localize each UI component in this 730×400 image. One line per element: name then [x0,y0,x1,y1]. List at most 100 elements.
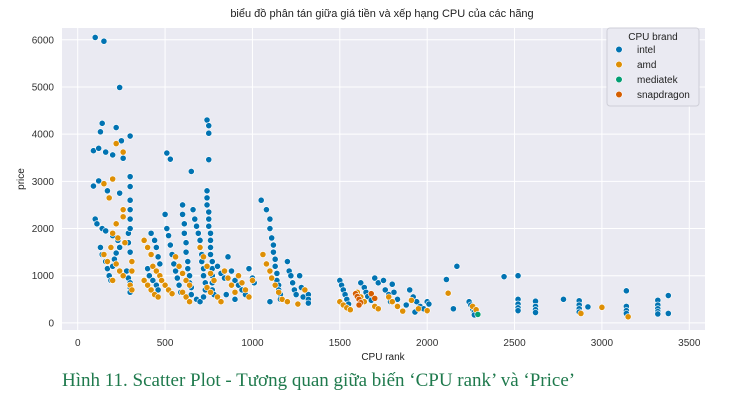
y-tick-label: 0 [48,318,54,329]
point-amd [109,229,117,237]
point-amd [200,253,207,261]
point-amd [231,288,239,296]
point-amd [121,239,129,247]
point-amd [271,281,279,289]
point-intel [203,194,211,202]
point-intel [268,234,276,242]
point-intel [271,255,279,263]
point-intel [664,292,672,299]
point-amd [149,262,157,270]
point-intel [100,37,108,45]
axis-ticks: 0 500 1000 1500 2000 2500 3000 3500 0 1000 2000 300… [32,35,701,349]
legend-marker-intel [615,45,623,54]
point-intel [175,281,183,289]
point-intel [90,182,97,190]
point-amd [175,262,183,270]
point-intel [622,287,630,295]
x-tick-label: 3500 [678,338,701,349]
point-intel [357,279,365,287]
point-intel [402,301,410,309]
point-intel [203,116,211,124]
point-amd [114,234,122,242]
point-intel [116,244,124,251]
y-tick-label: 3000 [32,177,55,188]
y-tick-label: 1000 [32,271,55,282]
point-intel [196,236,204,244]
point-amd [374,305,382,313]
point-intel [514,307,522,315]
point-amd [245,293,253,301]
point-amd [624,313,632,321]
y-axis-label: price [16,168,27,190]
point-amd [100,180,108,188]
point-amd [140,236,148,244]
point-intel [166,155,174,163]
point-intel [263,206,270,214]
point-intel [104,187,111,195]
point-intel [203,201,211,209]
point-intel [95,177,103,185]
point-intel [196,298,204,306]
x-tick-label: 1500 [329,338,352,349]
point-intel [289,279,297,287]
point-intel [231,277,239,284]
point-intel [166,241,174,249]
point-intel [172,267,179,275]
point-intel [266,215,274,223]
point-amd [203,284,211,291]
point-intel [283,258,291,265]
point-amd [598,303,606,311]
point-amd [144,244,152,251]
point-intel [442,276,450,283]
legend-title: CPU brand [628,32,677,43]
point-intel [380,277,387,284]
x-tick-label: 3000 [591,338,614,349]
point-intel [180,220,188,228]
point-intel [126,225,134,232]
point-intel [180,229,188,237]
point-intel [126,132,134,140]
point-amd [116,267,124,275]
x-tick-label: 500 [157,338,174,349]
point-intel [270,241,277,249]
point-amd [346,306,354,314]
point-amd [263,260,270,268]
x-axis-label: CPU rank [361,352,405,363]
chart-title: biểu đồ phân tán giữa giá tiền và xếp hạ… [230,8,533,20]
legend-label-intel: intel [637,45,655,56]
point-intel [112,124,120,131]
point-amd [128,267,136,275]
legend-marker-snapdragon [615,90,623,99]
chart-svg: biểu đồ phân tán giữa giá tiền và xếp hạ… [16,8,705,363]
point-intel [109,151,117,159]
point-amd [147,251,155,258]
point-amd [268,274,276,282]
point-amd [224,274,232,282]
legend-label-mediatek: mediatek [637,75,679,86]
point-amd [100,251,108,258]
point-intel [287,272,295,280]
y-tick-label: 2000 [32,224,55,235]
point-amd [249,277,256,284]
point-intel [205,215,213,223]
point-amd [196,244,204,251]
point-intel [200,272,207,280]
point-amd [119,272,127,280]
point-intel [271,262,279,270]
point-intel [126,206,134,214]
point-intel [453,262,461,270]
point-amd [275,288,283,296]
point-intel [193,222,200,230]
point-intel [371,274,379,282]
point-amd [238,279,246,287]
point-amd [214,293,221,301]
point-amd [182,293,190,301]
point-intel [116,84,124,91]
point-amd [283,298,291,306]
point-intel [231,295,239,303]
data-points [90,34,672,321]
point-intel [186,272,193,280]
point-intel [179,210,186,218]
point-intel [93,220,101,228]
point-amd [105,194,113,202]
